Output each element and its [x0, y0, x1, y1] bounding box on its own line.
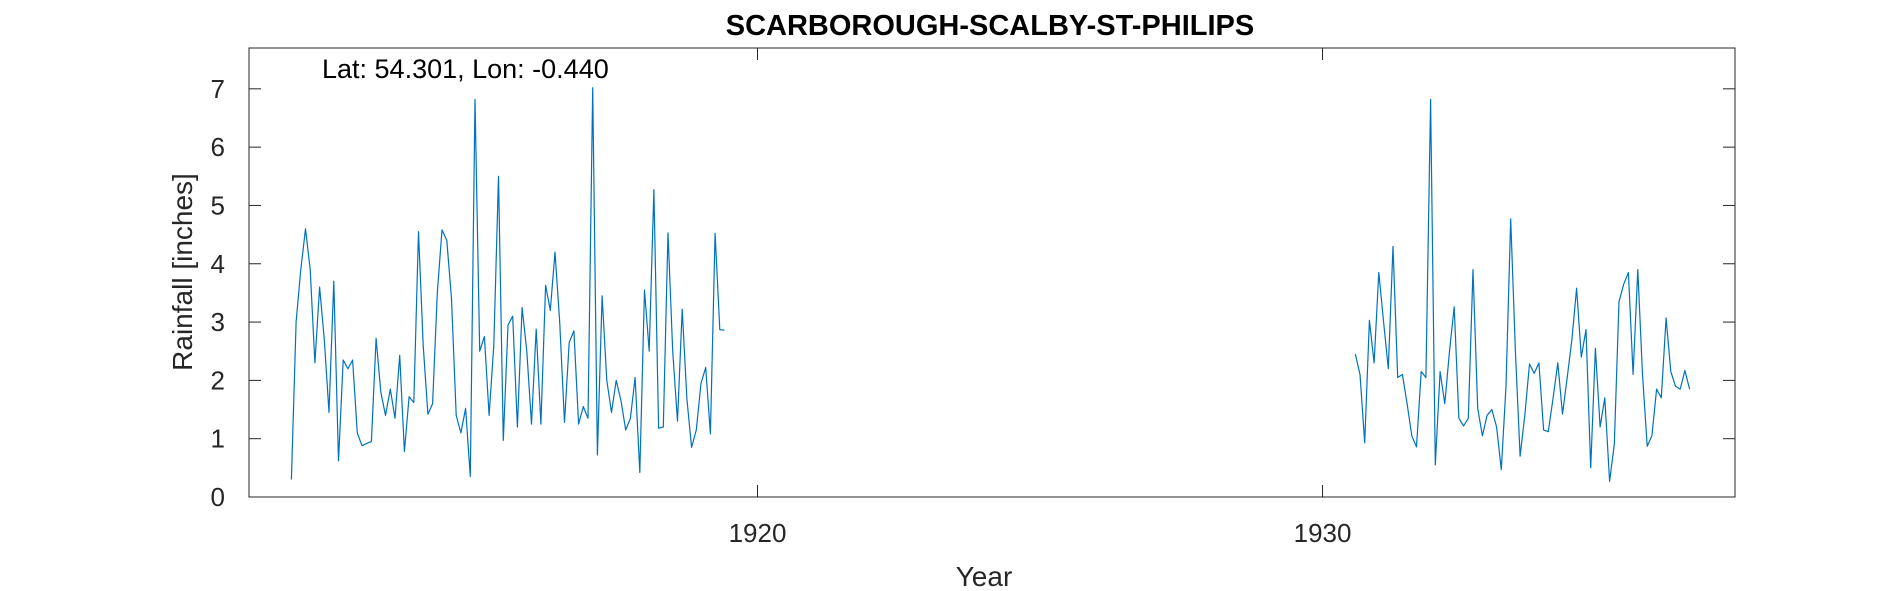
- series-line-segment-2: [1354, 98, 1691, 482]
- y-tick-label-1: 1: [211, 424, 225, 454]
- y-tick-label-6: 6: [211, 132, 225, 162]
- chart-title: SCARBOROUGH-SCALBY-ST-PHILIPS: [726, 10, 1254, 42]
- series-line-segment-1: [290, 87, 725, 480]
- plot-area: [248, 47, 1736, 498]
- location-annotation: Lat: 54.301, Lon: -0.440: [322, 54, 609, 84]
- x-tick-label-0: 1920: [729, 518, 787, 548]
- rainfall-series: [290, 87, 1691, 482]
- y-tick-label-7: 7: [211, 74, 225, 104]
- y-tick-label-4: 4: [211, 249, 225, 279]
- y-tick-label-3: 3: [211, 307, 225, 337]
- y-axis-label: Rainfall [inches]: [167, 173, 198, 371]
- x-axis-label: Year: [956, 561, 1013, 591]
- y-tick-label-5: 5: [211, 190, 225, 220]
- y-tick-label-2: 2: [211, 365, 225, 395]
- axis-ticks: [249, 48, 1735, 498]
- tick-labels: 0 1 2 3 4 5 6 7 1920 1930: [211, 74, 1352, 548]
- x-tick-label-1: 1930: [1294, 518, 1352, 548]
- y-tick-label-0: 0: [211, 482, 225, 512]
